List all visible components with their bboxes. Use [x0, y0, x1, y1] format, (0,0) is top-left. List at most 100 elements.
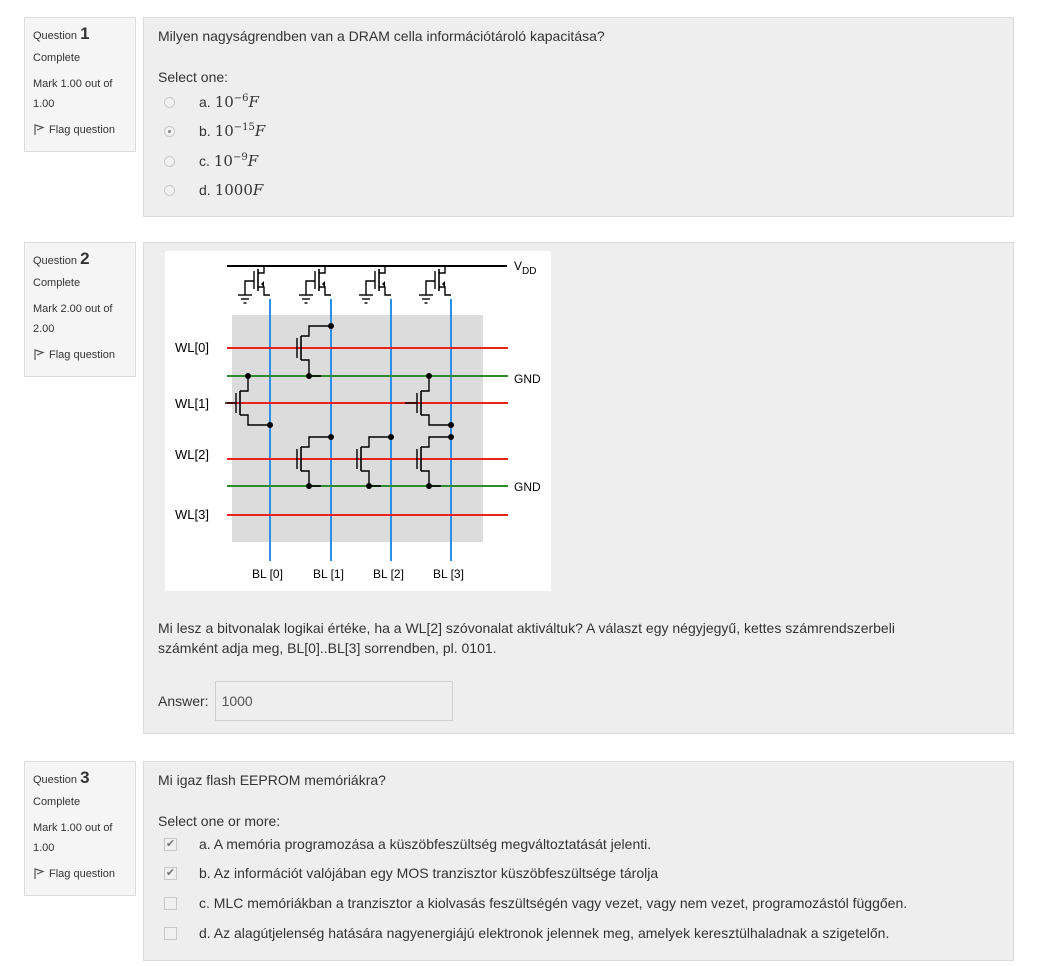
cell-wl1-bl0-gnd-node [245, 373, 251, 379]
wl2-label: WL[2] [175, 447, 209, 462]
precharge-source [319, 266, 326, 274]
gnd2-label: GND [514, 480, 541, 494]
radio-button[interactable] [164, 155, 175, 167]
question-1-info: Question 1 Complete Mark 1.00 out of 1.0… [24, 17, 136, 152]
cell-wl1-bl3-source [421, 376, 430, 392]
flag-icon [34, 349, 45, 360]
cell-wl0-bl1-source [301, 359, 321, 377]
precharge-arrow [261, 281, 264, 287]
question-mark: Mark 1.00 out of 1.00 [33, 78, 113, 110]
cell-wl0-bl1-drain-node [328, 323, 334, 329]
question-text-line-1: Mi lesz a bitvonalak logikai értéke, ha … [158, 620, 895, 636]
cell-wl2-bl3-drain [421, 436, 451, 448]
math-unit: F [247, 152, 259, 170]
wl3-label: WL[3] [175, 507, 209, 522]
option-label: c. MLC memóriákban a tranzisztor a kiolv… [199, 895, 908, 911]
precharge-drain [319, 286, 331, 296]
math-unit: F [252, 181, 264, 199]
bl1-label: BL [1] [313, 567, 344, 581]
math-base: 1000 [214, 181, 253, 199]
math-exponent: −15 [233, 122, 255, 133]
option-a[interactable]: ✔ a. A memória programozása a küszöbfeszü… [164, 836, 651, 852]
checked-checkbox[interactable]: ✔ [164, 866, 177, 880]
precharge-arrow [442, 281, 445, 287]
cell-wl1-bl3-drain [421, 414, 451, 426]
math-base: 10 [213, 152, 233, 170]
question-mark: Mark 1.00 out of 1.00 [33, 822, 113, 854]
question-2-content: VDD WL[0] WL[1] WL[2] WL[3] GND GND BL [… [143, 242, 1014, 734]
cell-wl0-bl1-gnd-node [306, 373, 312, 379]
math-unit: F [248, 93, 259, 111]
option-d[interactable]: d. 1000F [164, 181, 263, 199]
answer-row: Answer: [158, 681, 453, 721]
flag-label: Flag question [49, 868, 116, 880]
precharge-gate-wire [244, 280, 254, 295]
bl0-label: BL [0] [252, 567, 283, 581]
precharge-arrow [382, 281, 385, 287]
option-b[interactable]: ✔ b. Az információt valójában egy MOS tra… [164, 865, 658, 881]
cell-wl1-bl0-source [240, 376, 249, 392]
vdd-label: VDD [514, 259, 536, 277]
checked-checkbox[interactable]: ✔ [164, 837, 177, 851]
option-math: 10−9F [214, 152, 258, 170]
radio-button[interactable] [164, 125, 175, 137]
cell-wl1-bl3-gnd-node [426, 373, 432, 379]
precharge-source [379, 266, 386, 274]
precharge-source [439, 266, 446, 274]
radio-button[interactable] [164, 184, 175, 196]
select-prompt: Select one: [158, 69, 229, 85]
math-unit: F [254, 122, 266, 140]
cell-wl2-bl2-source [361, 470, 381, 487]
math-base: 10 [214, 122, 234, 140]
radio-button[interactable] [164, 96, 175, 108]
math-exponent: −6 [233, 93, 249, 104]
cell-wl2-bl1-drain [301, 436, 331, 448]
question-state: Complete [33, 796, 81, 808]
option-label: d. Az alagútjelenség hatására nagyenergi… [199, 925, 890, 941]
question-3-info: Question 3 Complete Mark 1.00 out of 1.0… [24, 761, 136, 896]
bl3-label: BL [3] [433, 567, 464, 581]
select-prompt: Select one or more: [158, 813, 281, 829]
flag-question-button[interactable]: Flag question [33, 345, 127, 365]
option-math: 1000F [215, 181, 264, 199]
math-base: 10 [214, 93, 234, 111]
option-math: 10−15F [215, 122, 266, 140]
option-c[interactable]: c. 10−9F [164, 152, 258, 170]
cell-wl0-bl1-drain [301, 325, 331, 337]
cell-wl2-bl3-drain-node [448, 434, 454, 440]
option-a[interactable]: a. 10−6F [164, 93, 259, 111]
flag-question-button[interactable]: Flag question [33, 864, 127, 884]
checkbox[interactable] [164, 926, 177, 940]
flag-question-button[interactable]: Flag question [33, 120, 127, 140]
cell-wl1-bl0-drain-node [267, 422, 273, 428]
cell-wl2-bl3-source [421, 470, 441, 487]
gnd1-label: GND [514, 372, 541, 386]
flag-icon [34, 124, 45, 135]
question-number: Question 3 [33, 768, 90, 787]
cell-wl2-bl1-drain-node [328, 434, 334, 440]
cell-wl2-bl1-gnd-node [306, 483, 312, 489]
cell-wl2-bl2-drain [361, 436, 391, 448]
checkbox[interactable] [164, 896, 177, 910]
flag-label: Flag question [49, 124, 116, 136]
dram-array-diagram: VDD WL[0] WL[1] WL[2] WL[3] GND GND BL [… [165, 251, 551, 591]
option-c[interactable]: c. MLC memóriákban a tranzisztor a kiolv… [164, 895, 907, 911]
option-label: b. Az információt valójában egy MOS tran… [199, 865, 659, 881]
precharge-drain [258, 286, 270, 296]
question-text: Milyen nagyságrendben van a DRAM cella i… [158, 28, 605, 44]
question-mark: Mark 2.00 out of 2.00 [33, 303, 113, 335]
option-b[interactable]: b. 10−15F [164, 122, 265, 140]
option-letter: d. [199, 182, 211, 198]
option-d[interactable]: d. Az alagútjelenség hatására nagyenergi… [164, 925, 889, 941]
option-letter: c. [199, 153, 210, 169]
bl2-label: BL [2] [373, 567, 404, 581]
wl0-label: WL[0] [175, 340, 209, 355]
cell-wl2-bl2-gnd-node [366, 483, 372, 489]
question-number: Question 2 [33, 249, 90, 268]
answer-input[interactable] [214, 681, 453, 721]
precharge-gate-wire [365, 280, 375, 295]
cell-wl2-bl2-drain-node [388, 434, 394, 440]
option-label: a. A memória programozása a küszöbfeszül… [199, 836, 652, 852]
question-text: Mi igaz flash EEPROM memóriákra? [158, 772, 386, 788]
precharge-drain [439, 286, 451, 296]
